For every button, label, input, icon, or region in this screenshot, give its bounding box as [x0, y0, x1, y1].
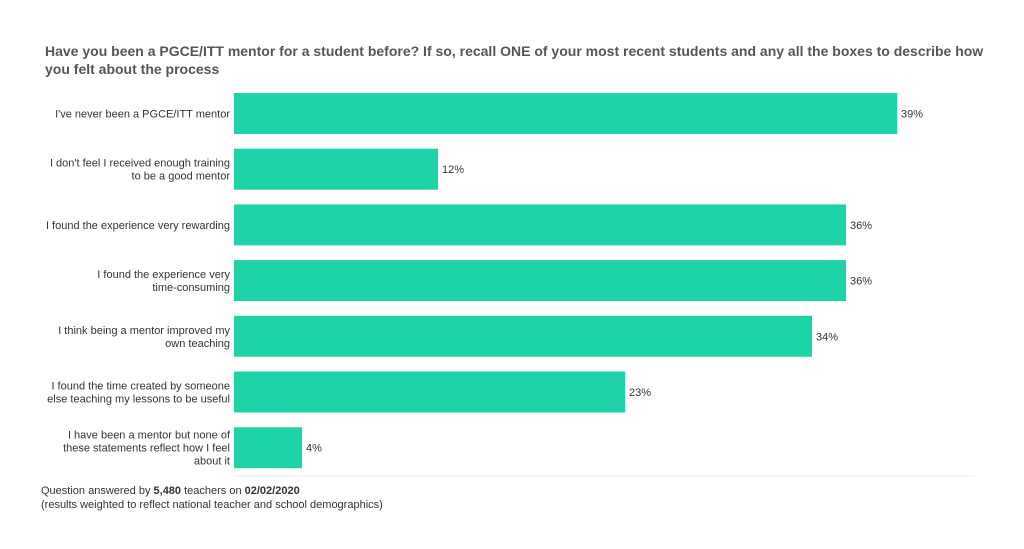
category-label-line: these statements reflect how I feel: [63, 443, 230, 455]
category-label-7: I have been a mentor but none of these st…: [63, 430, 231, 468]
category-label-line: own teaching: [165, 338, 230, 350]
footer-line-1: Question answered by 5,480 teachers on 0…: [41, 484, 383, 498]
category-label-1: I've never been a PGCE/ITT mentor: [55, 109, 230, 121]
chart-footer: Question answered by 5,480 teachers on 0…: [41, 484, 383, 512]
category-label-4: I found the experience very time-consumin…: [97, 269, 230, 294]
value-label-4: 36%: [850, 276, 872, 288]
value-label-1: 39%: [901, 109, 923, 121]
category-label-line: about it: [194, 456, 230, 468]
bar-3: [234, 204, 846, 246]
category-label-6: I found the time created by someone else …: [47, 381, 230, 406]
category-label-line: I don't feel I received enough training: [50, 158, 230, 170]
value-label-7: 4%: [306, 443, 322, 455]
value-label-5: 34%: [816, 331, 838, 343]
category-label-line: I have been a mentor but none of: [68, 430, 231, 442]
category-label-5: I think being a mentor improved my own te…: [58, 325, 230, 350]
bar-6: [234, 371, 625, 413]
footer-line-2: (results weighted to reflect national te…: [41, 499, 383, 511]
bar-5: [234, 315, 812, 357]
bar-7: [234, 427, 302, 469]
category-label-line: I've never been a PGCE/ITT mentor: [55, 109, 230, 121]
survey-date: 02/02/2020: [244, 485, 300, 497]
bar-2: [234, 148, 438, 190]
value-label-3: 36%: [850, 220, 872, 232]
category-label-line: I think being a mentor improved my: [58, 325, 230, 337]
chart-title: Have you been a PGCE/ITT mentor for a st…: [45, 43, 984, 77]
footer-middle: teachers on: [181, 485, 245, 497]
footer-prefix: Question answered by: [41, 485, 154, 497]
category-label-2: I don't feel I received enough training t…: [50, 158, 230, 183]
category-label-line: time-consuming: [152, 282, 230, 294]
bar-1: [234, 93, 897, 134]
category-label-3: I found the experience very rewarding: [46, 220, 230, 232]
category-label-line: to be a good mentor: [132, 171, 231, 183]
value-label-2: 12%: [442, 164, 464, 176]
category-label-line: else teaching my lessons to be useful: [47, 394, 230, 406]
value-label-6: 23%: [629, 387, 651, 399]
category-label-line: I found the experience very: [97, 269, 230, 281]
respondent-count: 5,480: [153, 485, 182, 497]
category-label-line: I found the experience very rewarding: [46, 220, 230, 232]
category-label-line: I found the time created by someone: [51, 381, 230, 393]
bar-4: [234, 260, 846, 302]
